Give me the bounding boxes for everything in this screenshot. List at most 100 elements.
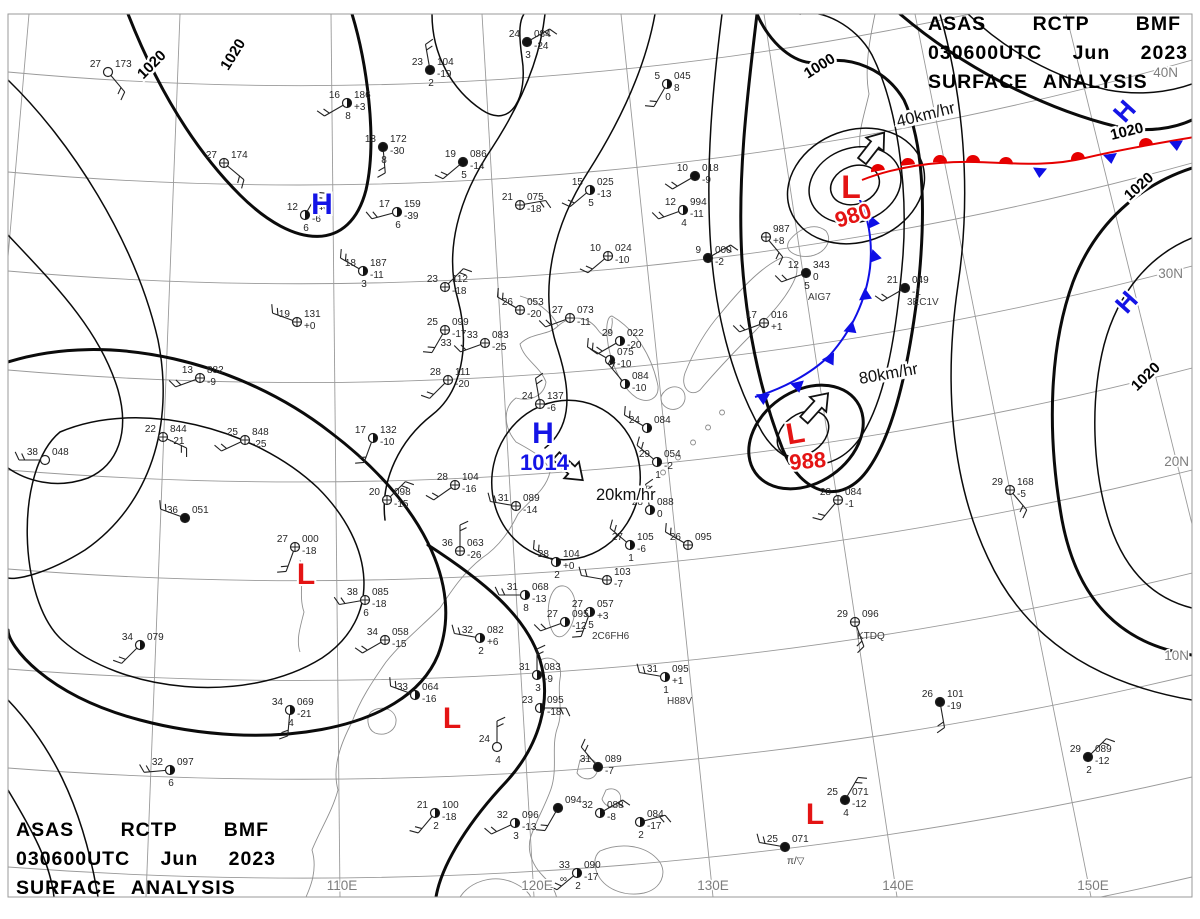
station-plot: 12 994-114	[651, 197, 707, 229]
station-temperature: 34	[122, 632, 134, 643]
station-circle-icon	[377, 141, 389, 153]
wind-barb-tick	[457, 627, 461, 635]
station-pressure: 089	[523, 493, 540, 504]
station-change: +6	[487, 637, 499, 648]
station-plot: 21 100-182	[409, 800, 459, 834]
station-change: -11	[577, 317, 591, 328]
low-center-symbol: L	[783, 416, 807, 452]
isobar-line	[26, 417, 365, 689]
station-plot: 27 095-12	[533, 609, 589, 632]
station-pressure: 083	[544, 662, 561, 673]
wind-barb-tick	[572, 635, 582, 638]
station-pressure: 094	[565, 795, 582, 806]
wind-barb-tick	[532, 539, 535, 550]
station-pressure: 069	[297, 697, 314, 708]
wind-barb-tick	[365, 211, 373, 220]
wind-barb-tick	[739, 324, 746, 331]
station-temperature: 29	[992, 477, 1004, 488]
wind-barb-tick	[585, 265, 593, 270]
station-temperature: 31	[647, 664, 659, 675]
meridian-line	[620, 14, 714, 897]
station-change: -15	[394, 499, 409, 510]
wind-barb-tick	[762, 836, 766, 844]
station-pressure: 053	[527, 297, 544, 308]
station-pressure: 186	[354, 90, 371, 101]
wind-barb-tick	[644, 105, 655, 108]
station-pressure: 085	[372, 587, 389, 598]
wind-barb-tick	[490, 826, 497, 832]
parallel-line	[8, 367, 1192, 483]
wind-barb-tick	[535, 372, 544, 379]
station-temperature: 31	[498, 493, 510, 504]
station-change: -21	[170, 436, 185, 447]
station-low-value: 8	[381, 155, 387, 166]
warm-stationary-front	[861, 136, 1192, 181]
station-plot: 20 098-15	[369, 481, 415, 510]
wind-barb-tick	[659, 816, 665, 823]
isobar-value-label: 1020	[1121, 169, 1157, 204]
isobar-line	[1094, 237, 1192, 609]
station-temperature: 27	[90, 59, 102, 70]
meridian-line	[330, 14, 341, 897]
station-callsign: 2C6FH6	[592, 631, 630, 642]
station-pressure: 095	[695, 532, 712, 543]
wind-barb-tick	[579, 268, 589, 274]
station-temperature: 10	[590, 243, 602, 254]
station-plot: 36 063-26	[442, 520, 484, 561]
wind-barb-tick	[725, 247, 732, 253]
station-change: +3	[597, 611, 609, 622]
isobar-line	[8, 348, 448, 737]
station-change: +3	[354, 102, 366, 113]
station-low-value: 1	[663, 685, 669, 696]
station-plot: 23 112-18	[427, 268, 473, 297]
station-low-value: 2	[1086, 765, 1092, 776]
station-temperature: 17	[355, 425, 367, 436]
station-pressure: 071	[852, 787, 869, 798]
latitude-label: 40N	[1153, 65, 1178, 80]
station-change: -19	[947, 701, 962, 712]
isobar-field	[8, 14, 1192, 897]
wind-barb-tick	[536, 651, 544, 656]
station-temperature: 33	[467, 330, 479, 341]
cold-front-triangle-icon	[790, 380, 804, 393]
station-low-value: 1	[628, 553, 634, 564]
station-temperature: 34	[367, 627, 379, 638]
longitude-label: 140E	[882, 878, 914, 893]
station-pressure: 848	[252, 427, 269, 438]
half-cover-icon	[537, 670, 542, 680]
station-low-value: 5	[588, 198, 594, 209]
station-temperature: 26	[670, 532, 682, 543]
station-change: -12	[1095, 756, 1110, 767]
isobar-ring	[776, 410, 830, 458]
station-callsign: H88V	[667, 696, 692, 707]
station-plot: 25 071-124	[827, 776, 869, 819]
coastline	[305, 295, 559, 897]
station-low-value: 4	[495, 755, 501, 766]
station-pressure: 100	[442, 800, 459, 811]
station-pressure: 168	[1017, 477, 1034, 488]
station-callsign: π/▽	[787, 856, 805, 867]
station-pressure: 073	[577, 305, 594, 316]
station-pressure: 084	[845, 487, 862, 498]
station-plot: 27 000-18	[277, 534, 319, 573]
station-change: -13	[532, 594, 547, 605]
station-plot: 18 187-113	[339, 248, 387, 290]
station-pressure: 090	[584, 860, 601, 871]
motion-speed-label: 20km/hr	[596, 486, 656, 504]
wind-barb-tick	[545, 200, 552, 209]
station-temperature: 27	[612, 532, 624, 543]
station-low-value: 2	[575, 881, 581, 892]
wind-barb-tick	[636, 663, 640, 673]
isobar-line	[8, 699, 99, 897]
wind-barb-tick	[775, 252, 780, 260]
station-low-value: 4	[288, 718, 294, 729]
station-low-value: 8	[345, 111, 351, 122]
station-temperature: 27	[572, 599, 584, 610]
wind-barb-tick	[649, 100, 657, 103]
parallel-line	[8, 469, 1192, 582]
station-change: -6	[547, 403, 556, 414]
title-line-agency: ASAS RCTP BMF	[928, 13, 1181, 35]
longitude-label: 110E	[327, 878, 358, 893]
